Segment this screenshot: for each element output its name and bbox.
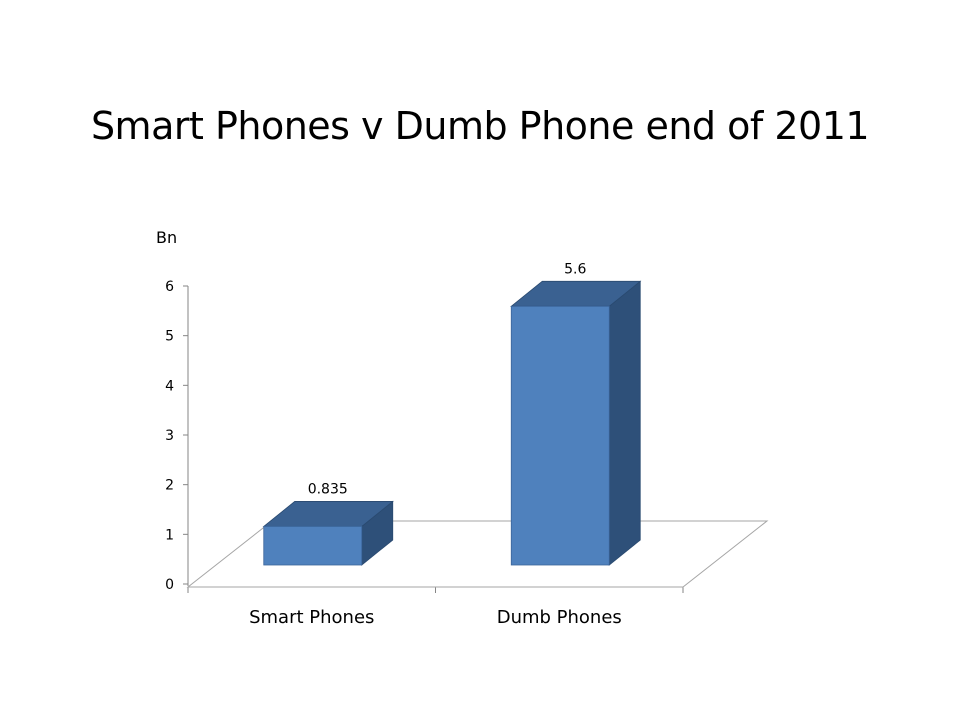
data-label: 5.6 [564,261,586,277]
x-tick-label: Smart Phones [249,607,374,628]
y-tick-label: 3 [165,428,174,444]
y-tick-label: 0 [165,577,174,593]
y-axis-label: Bn [156,228,177,247]
bar-side [608,280,641,566]
bar [263,526,363,566]
chart-title: Smart Phones v Dumb Phone end of 2011 [90,104,870,148]
y-tick-label: 5 [165,329,174,345]
x-tick-label: Dumb Phones [497,607,622,628]
floor-outline [186,520,769,588]
y-tick-label: 1 [165,527,174,543]
data-label: 0.835 [308,481,348,497]
bars [262,280,642,566]
y-tick-label: 4 [165,378,174,394]
labels: Bn 0.835 Smart Phones 5.6 Dumb Phones [156,228,622,628]
y-tick-label: 6 [165,279,174,295]
y-tick-label: 2 [165,478,174,494]
chart-floor [186,520,769,588]
bar [510,305,610,566]
